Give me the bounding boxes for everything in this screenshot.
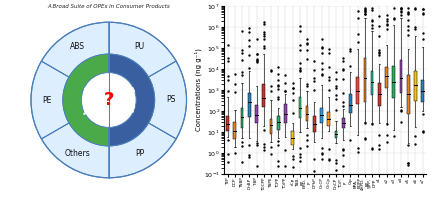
Bar: [291, 131, 293, 145]
Bar: [305, 106, 308, 121]
Bar: [348, 94, 351, 113]
Bar: [341, 118, 344, 128]
Bar: [319, 108, 322, 123]
Y-axis label: Concentrations (ng g⁻¹): Concentrations (ng g⁻¹): [194, 49, 202, 131]
Bar: [377, 83, 380, 106]
Wedge shape: [41, 123, 108, 178]
Wedge shape: [108, 123, 176, 178]
Wedge shape: [148, 61, 186, 139]
Wedge shape: [62, 54, 108, 146]
Wedge shape: [108, 22, 176, 77]
Text: PS: PS: [165, 96, 175, 104]
Bar: [233, 122, 236, 139]
Bar: [391, 66, 394, 98]
Text: ?: ?: [103, 91, 114, 109]
Text: PP: PP: [135, 149, 144, 158]
Bar: [421, 80, 423, 102]
Bar: [385, 67, 387, 88]
Bar: [312, 116, 315, 132]
Bar: [334, 131, 337, 138]
Bar: [269, 119, 272, 134]
Bar: [370, 71, 373, 95]
Bar: [399, 60, 401, 93]
Text: Others: Others: [65, 149, 91, 158]
Text: PE: PE: [42, 96, 52, 105]
Bar: [413, 71, 416, 101]
Text: tri-OPEs: tri-OPEs: [84, 86, 89, 114]
Bar: [363, 58, 365, 102]
Bar: [276, 116, 279, 130]
Bar: [298, 97, 301, 118]
Bar: [247, 93, 250, 117]
Bar: [240, 108, 243, 128]
Bar: [262, 84, 264, 107]
Bar: [327, 112, 329, 126]
Bar: [355, 77, 358, 104]
Text: A Broad Suite of OPEs in Consumer Products: A Broad Suite of OPEs in Consumer Produc…: [47, 4, 170, 9]
Wedge shape: [108, 54, 155, 146]
Text: ABS: ABS: [70, 42, 85, 51]
Wedge shape: [31, 61, 69, 139]
Circle shape: [81, 73, 136, 127]
Text: di-OPEs: di-OPEs: [128, 86, 133, 114]
Text: PU: PU: [134, 42, 145, 51]
Bar: [406, 75, 409, 114]
Wedge shape: [41, 22, 108, 77]
Bar: [226, 116, 228, 131]
Bar: [283, 104, 286, 123]
Bar: [255, 105, 257, 123]
